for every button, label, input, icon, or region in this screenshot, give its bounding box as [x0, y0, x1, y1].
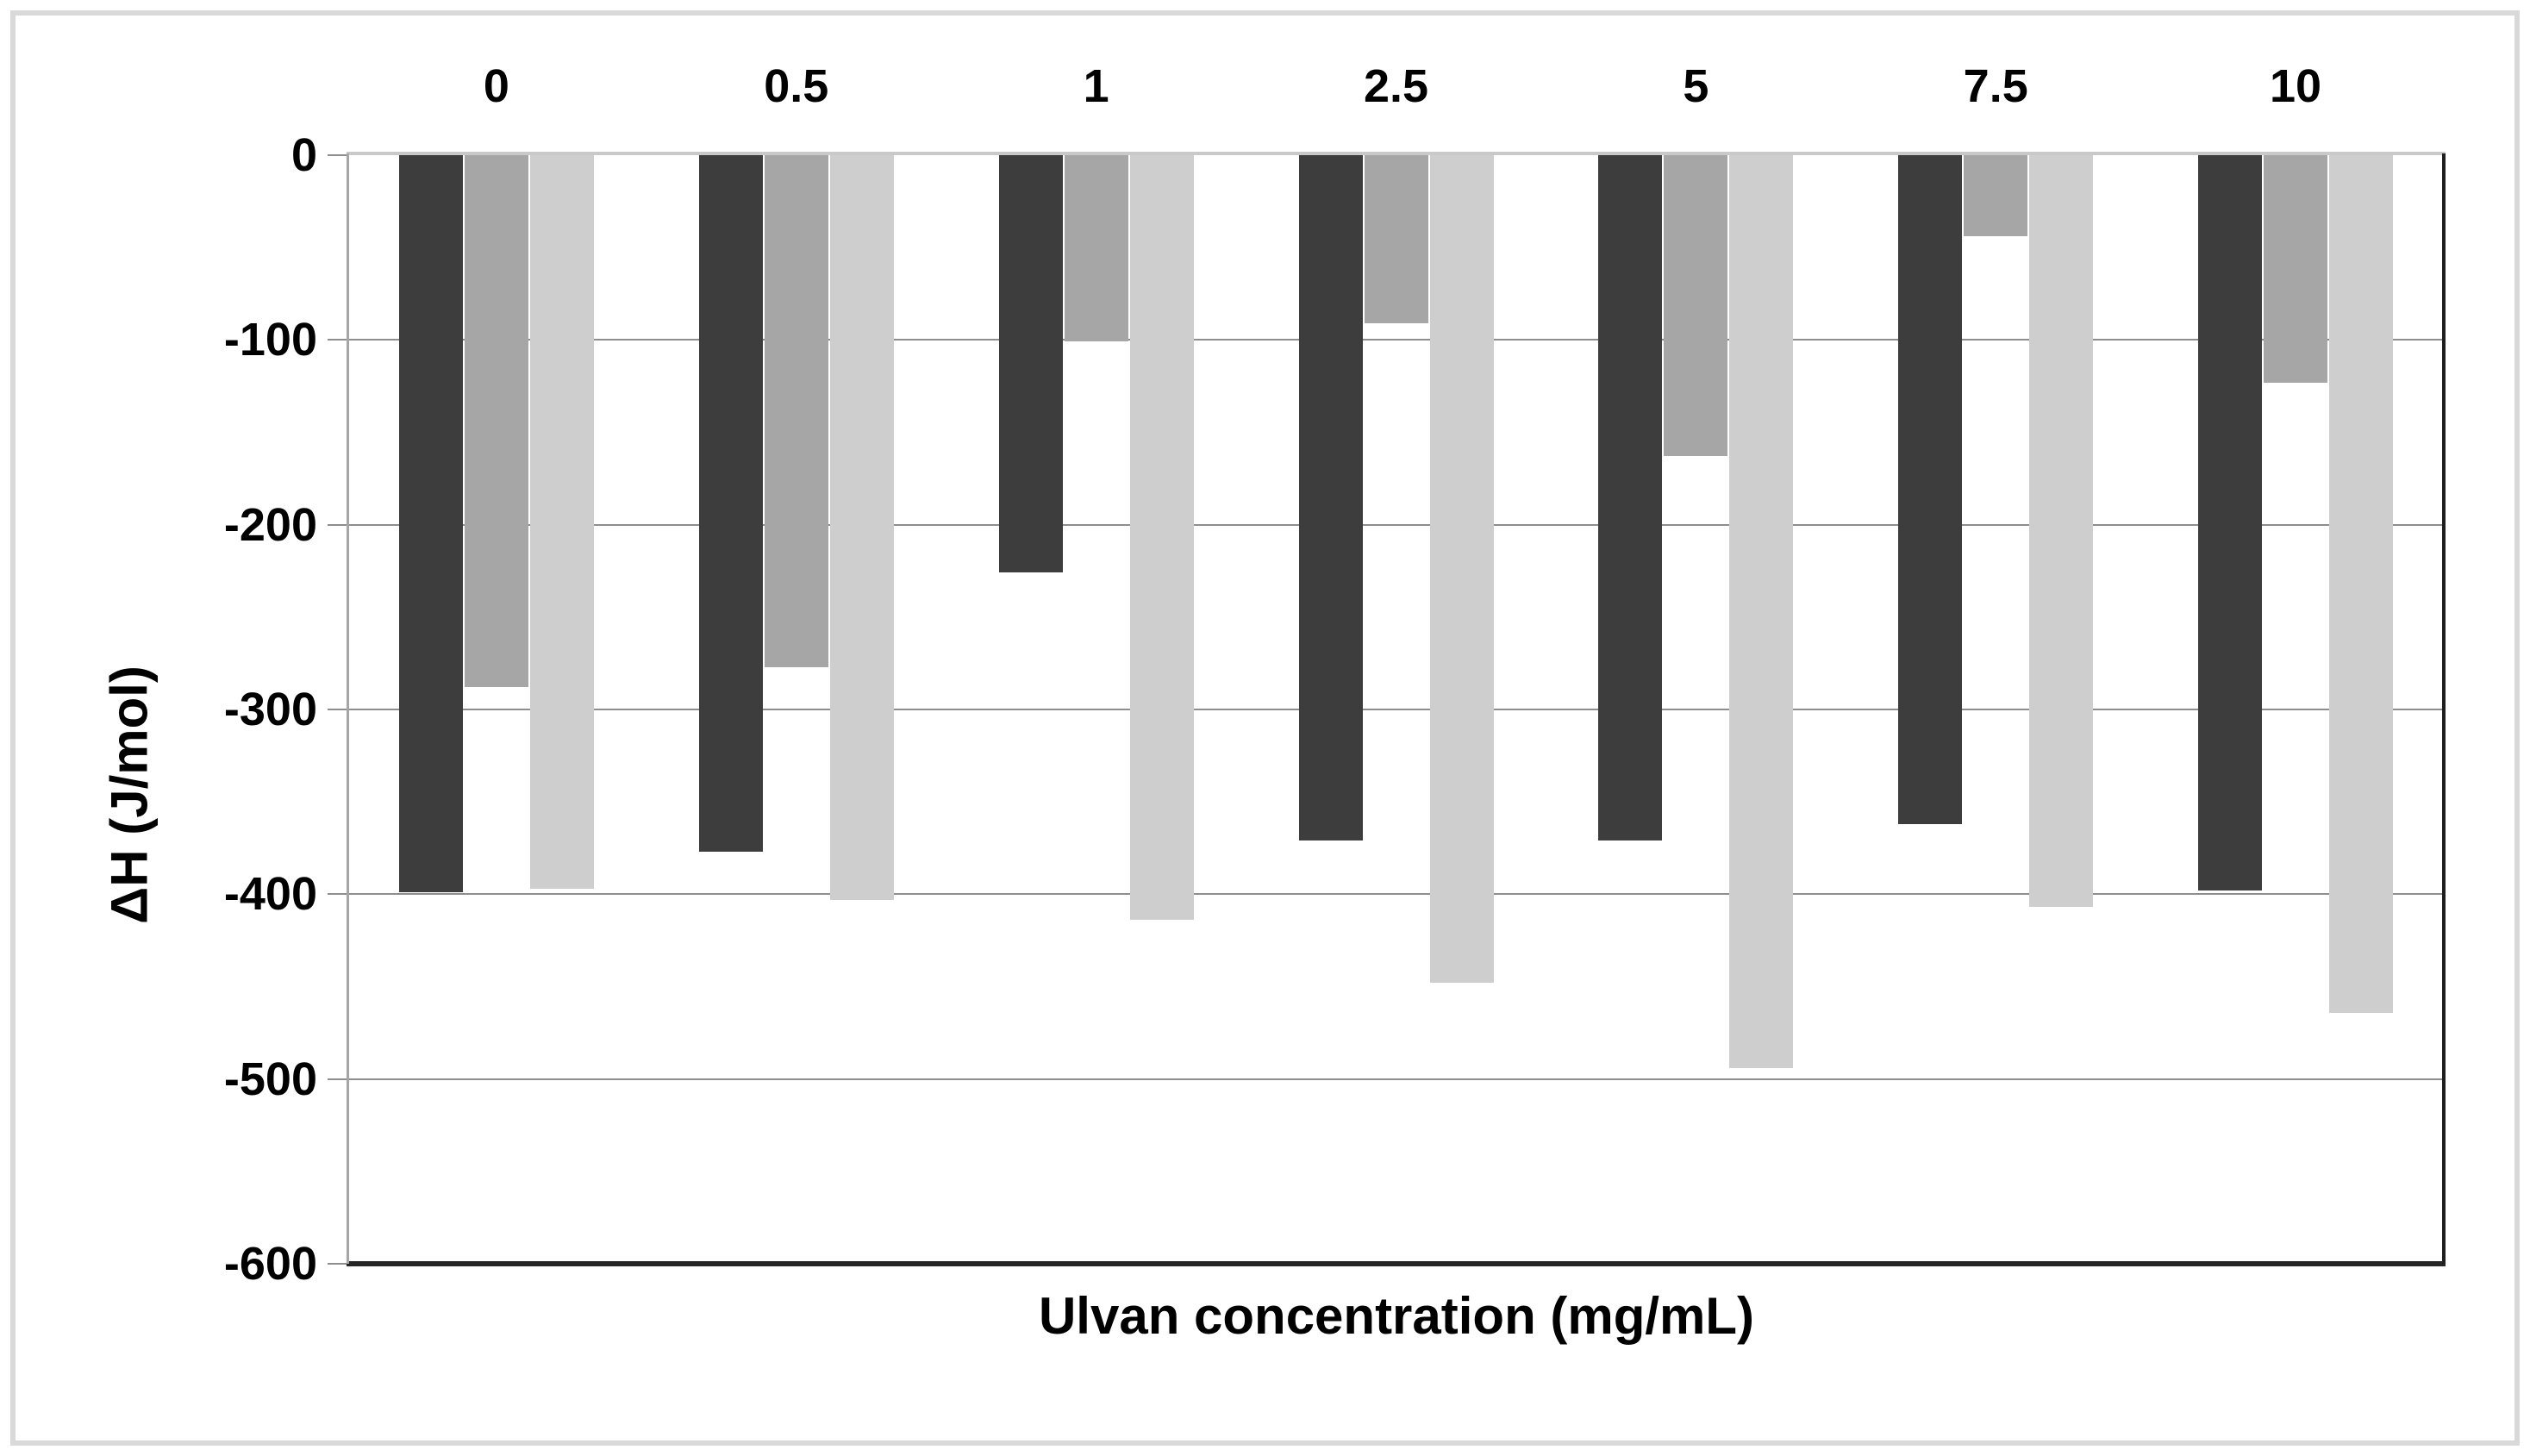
gridline — [347, 709, 2446, 710]
x-category-label: 10 — [2270, 60, 2322, 112]
bar-medium-gray-series-cat10 — [2264, 155, 2327, 383]
bar-medium-gray-series-cat5 — [1664, 155, 1727, 456]
gridline — [347, 339, 2446, 341]
bar-dark-gray-series-cat0 — [399, 155, 463, 892]
bar-light-gray-series-cat0 — [530, 155, 594, 889]
bar-light-gray-series-cat5 — [1729, 155, 1793, 1068]
zero-gridline — [347, 152, 2446, 155]
y-axis-line — [347, 153, 349, 1264]
y-tick-label: 0 — [290, 129, 317, 181]
y-tick-label: -100 — [223, 314, 317, 366]
gridline — [347, 523, 2446, 526]
gridline — [347, 893, 2446, 896]
bar-dark-gray-series-cat10 — [2198, 155, 2262, 890]
y-tick-label: -200 — [223, 498, 317, 551]
y-axis-tick — [328, 1263, 347, 1265]
plot-right-border — [2442, 153, 2446, 1264]
x-axis-title: Ulvan concentration (mg/mL) — [1038, 1287, 1755, 1345]
bar-medium-gray-series-cat2.5 — [1365, 155, 1428, 323]
x-axis-line — [347, 1261, 2446, 1266]
y-axis-tick — [328, 893, 347, 896]
y-axis-tick — [328, 154, 347, 156]
bar-dark-gray-series-cat7.5 — [1898, 155, 1962, 824]
x-category-label: 7.5 — [1963, 60, 2028, 112]
y-axis-tick — [328, 709, 347, 710]
bar-light-gray-series-cat1 — [1130, 155, 1194, 920]
y-axis-tick — [328, 523, 347, 526]
bar-light-gray-series-cat10 — [2329, 155, 2393, 1013]
y-tick-label: -600 — [223, 1238, 317, 1290]
x-category-label: 5 — [1683, 60, 1709, 112]
bar-dark-gray-series-cat0.5 — [699, 155, 763, 852]
bar-light-gray-series-cat0.5 — [830, 155, 894, 900]
x-category-label: 2.5 — [1363, 60, 1429, 112]
bar-dark-gray-series-cat5 — [1598, 155, 1662, 840]
bar-dark-gray-series-cat2.5 — [1299, 155, 1363, 840]
bar-medium-gray-series-cat0.5 — [765, 155, 828, 667]
bar-light-gray-series-cat2.5 — [1430, 155, 1494, 983]
bar-medium-gray-series-cat1 — [1065, 155, 1128, 341]
plot-area — [328, 152, 2446, 1266]
x-category-label: 1 — [1083, 60, 1109, 112]
y-axis-tick — [328, 1078, 347, 1080]
bar-dark-gray-series-cat1 — [999, 155, 1063, 572]
gridline — [347, 1078, 2446, 1080]
y-axis-tick — [328, 339, 347, 341]
y-tick-label: -500 — [223, 1053, 317, 1105]
y-tick-label: -400 — [223, 868, 317, 921]
bar-medium-gray-series-cat0 — [465, 155, 528, 687]
x-category-label: 0 — [483, 60, 509, 112]
bar-light-gray-series-cat7.5 — [2029, 155, 2093, 907]
y-tick-label: -300 — [223, 684, 317, 735]
y-axis-title: ΔH (J/mol) — [100, 666, 159, 924]
bar-medium-gray-series-cat7.5 — [1964, 155, 2027, 236]
x-category-label: 0.5 — [764, 60, 829, 112]
